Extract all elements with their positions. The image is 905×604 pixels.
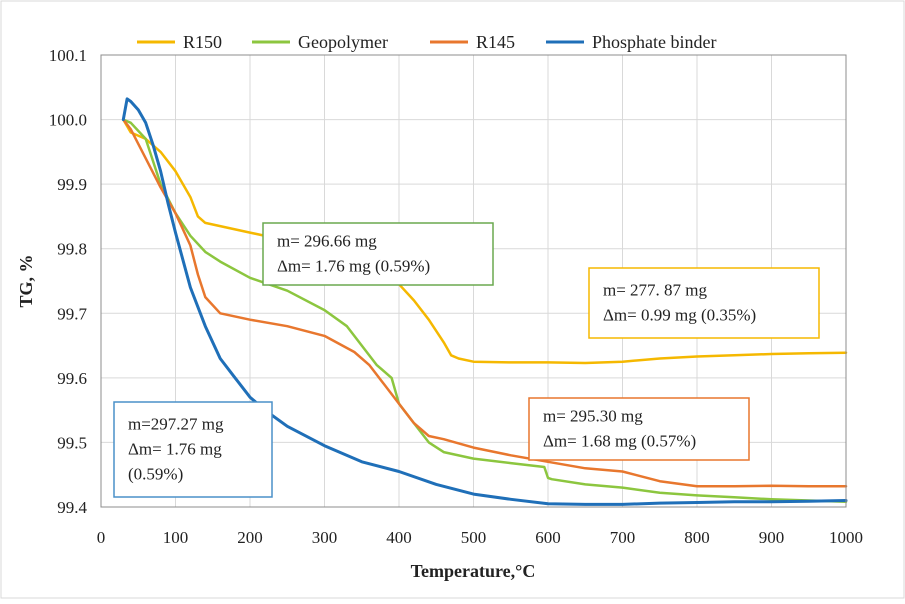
annotation-text: m= 277. 87 mg xyxy=(603,281,708,300)
x-tick-label: 500 xyxy=(461,528,487,547)
y-tick-label: 100.0 xyxy=(49,111,87,130)
y-tick-label: 100.1 xyxy=(49,46,87,65)
y-tick-label: 99.4 xyxy=(57,498,87,517)
y-tick-label: 99.6 xyxy=(57,369,87,388)
y-axis-ticks: 99.4 99.5 99.6 99.7 99.8 99.9 100.0 100.1 xyxy=(49,46,88,517)
annotation-text: m= 295.30 mg xyxy=(543,407,643,426)
y-tick-label: 99.9 xyxy=(57,175,87,194)
annotation-text: Δm= 0.99 mg (0.35%) xyxy=(603,306,756,325)
annotations: m= 296.66 mg Δm= 1.76 mg (0.59%) m= 277. 8… xyxy=(113,222,820,498)
x-tick-label: 200 xyxy=(237,528,263,547)
legend-label: Geopolymer xyxy=(298,32,388,52)
y-axis-title: TG, % xyxy=(16,254,36,307)
annotation-box xyxy=(528,397,750,461)
annotation-box xyxy=(588,267,820,339)
x-axis-title: Temperature,°C xyxy=(411,561,536,581)
x-tick-label: 100 xyxy=(163,528,189,547)
annotation-text: Δm= 1.76 mg (0.59%) xyxy=(277,257,430,276)
y-tick-label: 99.8 xyxy=(57,240,87,259)
x-tick-label: 600 xyxy=(535,528,561,547)
legend-label: Phosphate binder xyxy=(592,32,716,52)
legend: R150 Geopolymer R145 Phosphate binder xyxy=(137,32,716,52)
annotation-box xyxy=(113,401,273,498)
annotation-text: (0.59%) xyxy=(128,465,183,484)
legend-label: R145 xyxy=(476,32,515,52)
series-lines xyxy=(121,97,848,506)
series-line-phosphate-binder xyxy=(121,97,848,506)
annotation-text: Δm= 1.68 mg (0.57%) xyxy=(543,432,696,451)
annotation-text: m=297.27 mg xyxy=(128,415,224,434)
y-tick-label: 99.5 xyxy=(57,433,87,452)
series-line-r145 xyxy=(122,118,848,488)
annotation-text: m= 296.66 mg xyxy=(277,232,377,251)
y-tick-label: 99.7 xyxy=(57,304,87,323)
x-axis-ticks: 0 100 200 300 400 500 600 700 800 900 1000 xyxy=(97,528,863,547)
x-tick-label: 400 xyxy=(386,528,412,547)
legend-label: R150 xyxy=(183,32,222,52)
x-tick-label: 0 xyxy=(97,528,106,547)
x-tick-label: 300 xyxy=(312,528,338,547)
annotation-text: Δm= 1.76 mg xyxy=(128,440,222,459)
series-line-r150 xyxy=(122,118,848,365)
x-tick-label: 700 xyxy=(610,528,636,547)
x-tick-label: 900 xyxy=(759,528,785,547)
plot-area-border xyxy=(100,54,847,508)
x-tick-label: 800 xyxy=(684,528,710,547)
annotation-box xyxy=(262,222,494,286)
x-tick-label: 1000 xyxy=(829,528,863,547)
